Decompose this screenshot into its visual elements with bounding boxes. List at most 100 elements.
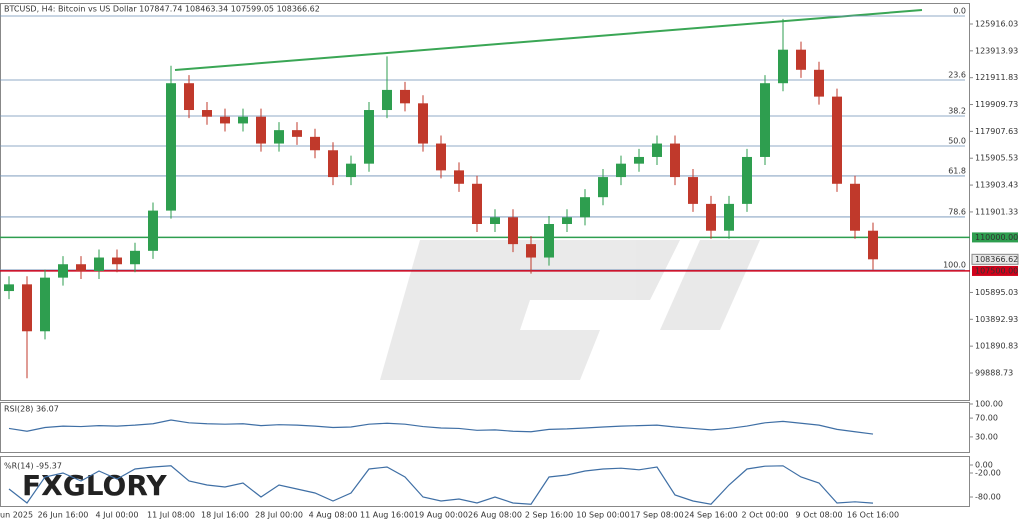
fib-label: 38.2	[948, 106, 966, 115]
candle-body	[436, 143, 446, 171]
x-tick-label: 4 Jul 00:00	[96, 511, 139, 520]
candle-body	[166, 83, 176, 211]
x-tick-label: 24 Sep 16:00	[684, 511, 737, 520]
candle-body	[652, 143, 662, 157]
fib-label: 78.6	[948, 207, 966, 216]
x-tick-label: 2 Sep 16:00	[525, 511, 573, 520]
y-tick-label: -20.00	[975, 469, 1001, 478]
y-tick-label: 111901.33	[975, 207, 1018, 216]
candle-body	[598, 177, 608, 198]
candle-body	[580, 197, 590, 218]
candle-body	[490, 217, 500, 225]
y-tick-label: 125916.03	[975, 19, 1018, 28]
candle-body	[418, 103, 428, 144]
x-tick-label: 26 Jun 16:00	[38, 511, 89, 520]
candle-body	[814, 69, 824, 97]
x-tick-label: 4 Aug 08:00	[309, 511, 358, 520]
y-tick-label: 123913.93	[975, 46, 1018, 55]
x-tick-label: 16 Oct 16:00	[847, 511, 899, 520]
x-tick-label: 11 Aug 16:00	[360, 511, 414, 520]
price-level-label: 110000.00	[975, 233, 1018, 242]
candle-body	[454, 170, 464, 184]
candle-body	[4, 284, 14, 292]
x-tick-label: 11 Jul 08:00	[147, 511, 195, 520]
x-tick-label: 2 Oct 00:00	[741, 511, 788, 520]
x-tick-label: 28 Jul 00:00	[255, 511, 303, 520]
main-panel	[0, 3, 970, 401]
candle-body	[688, 177, 698, 204]
y-tick-label: 30.00	[975, 432, 998, 441]
y-tick-label: 119909.73	[975, 100, 1018, 109]
candle-body	[634, 156, 644, 164]
candle-body	[364, 110, 374, 164]
price-level-label: 107500.00	[975, 266, 1018, 275]
y-tick-label: 105895.03	[975, 288, 1018, 297]
y-tick-label: 101890.83	[975, 342, 1018, 351]
price-level-box	[972, 265, 1018, 276]
candle-body	[202, 110, 212, 117]
y-tick-label: 113903.43	[975, 181, 1018, 190]
y-tick-label: 115905.53	[975, 154, 1018, 163]
y-tick-label: 70.00	[975, 414, 998, 423]
fib-label: 23.6	[948, 70, 966, 79]
candle-body	[742, 156, 752, 204]
candle-body	[76, 264, 86, 271]
logo: FXGLORY	[22, 469, 167, 502]
candle-body	[400, 89, 410, 104]
trend-line	[174, 9, 923, 71]
candle-body	[310, 136, 320, 151]
y-tick-label: 117907.63	[975, 127, 1018, 136]
candle-body	[238, 116, 248, 124]
candle-body	[256, 116, 266, 144]
x-tick-label: 26 Aug 08:00	[468, 511, 522, 520]
candle-body	[706, 203, 716, 231]
x-tick-label: 9 Oct 08:00	[795, 511, 842, 520]
candle-body	[472, 183, 482, 225]
candle-body	[112, 257, 122, 265]
candle-body	[778, 49, 788, 84]
x-tick-label: 10 Sep 00:00	[576, 511, 629, 520]
candle-body	[616, 163, 626, 178]
y-tick-label: 100.00	[975, 400, 1003, 409]
candle-body	[832, 96, 842, 184]
candle-body	[382, 89, 392, 111]
wpr-title: %R(14) -95.37	[4, 462, 62, 471]
candle-body	[274, 130, 284, 144]
candle-body	[292, 130, 302, 137]
candle-body	[796, 49, 806, 70]
y-tick-label: 121911.83	[975, 73, 1018, 82]
candle-body	[670, 143, 680, 178]
x-tick-label: 19 Jun 2025	[0, 511, 33, 520]
candle-body	[724, 203, 734, 231]
candle-body	[94, 257, 104, 271]
x-tick-label: 18 Jul 16:00	[201, 511, 249, 520]
candle-body	[544, 224, 554, 258]
candle-body	[346, 163, 356, 178]
candle-body	[184, 83, 194, 111]
candle-body	[850, 183, 860, 231]
y-tick-label: 99888.73	[975, 368, 1013, 377]
candle-body	[148, 210, 158, 251]
candle-body	[58, 264, 68, 278]
fib-label: 50.0	[948, 136, 966, 145]
candle-body	[130, 250, 140, 265]
candle-body	[328, 150, 338, 178]
y-tick-label: 103892.93	[975, 315, 1018, 324]
rsi-title: RSI(28) 36.07	[4, 405, 59, 414]
indicator-line	[8, 419, 874, 435]
candle-body	[508, 217, 518, 245]
price-level-box	[972, 232, 1018, 243]
y-tick-label: -80.00	[975, 493, 1001, 502]
candle-body	[220, 116, 230, 124]
watermark	[380, 240, 760, 380]
x-tick-label: 19 Aug 00:00	[414, 511, 468, 520]
candle-body	[868, 230, 878, 260]
wpr-panel	[0, 456, 970, 507]
x-tick-label: 17 Sep 08:00	[630, 511, 683, 520]
chart-title: BTCUSD, H4: Bitcoin vs US Dollar 107847.…	[4, 5, 320, 14]
fib-label: 100.0	[943, 260, 966, 269]
fib-label: 61.8	[948, 166, 966, 175]
rsi-panel	[0, 402, 970, 453]
fib-label: 0.0	[953, 7, 966, 16]
